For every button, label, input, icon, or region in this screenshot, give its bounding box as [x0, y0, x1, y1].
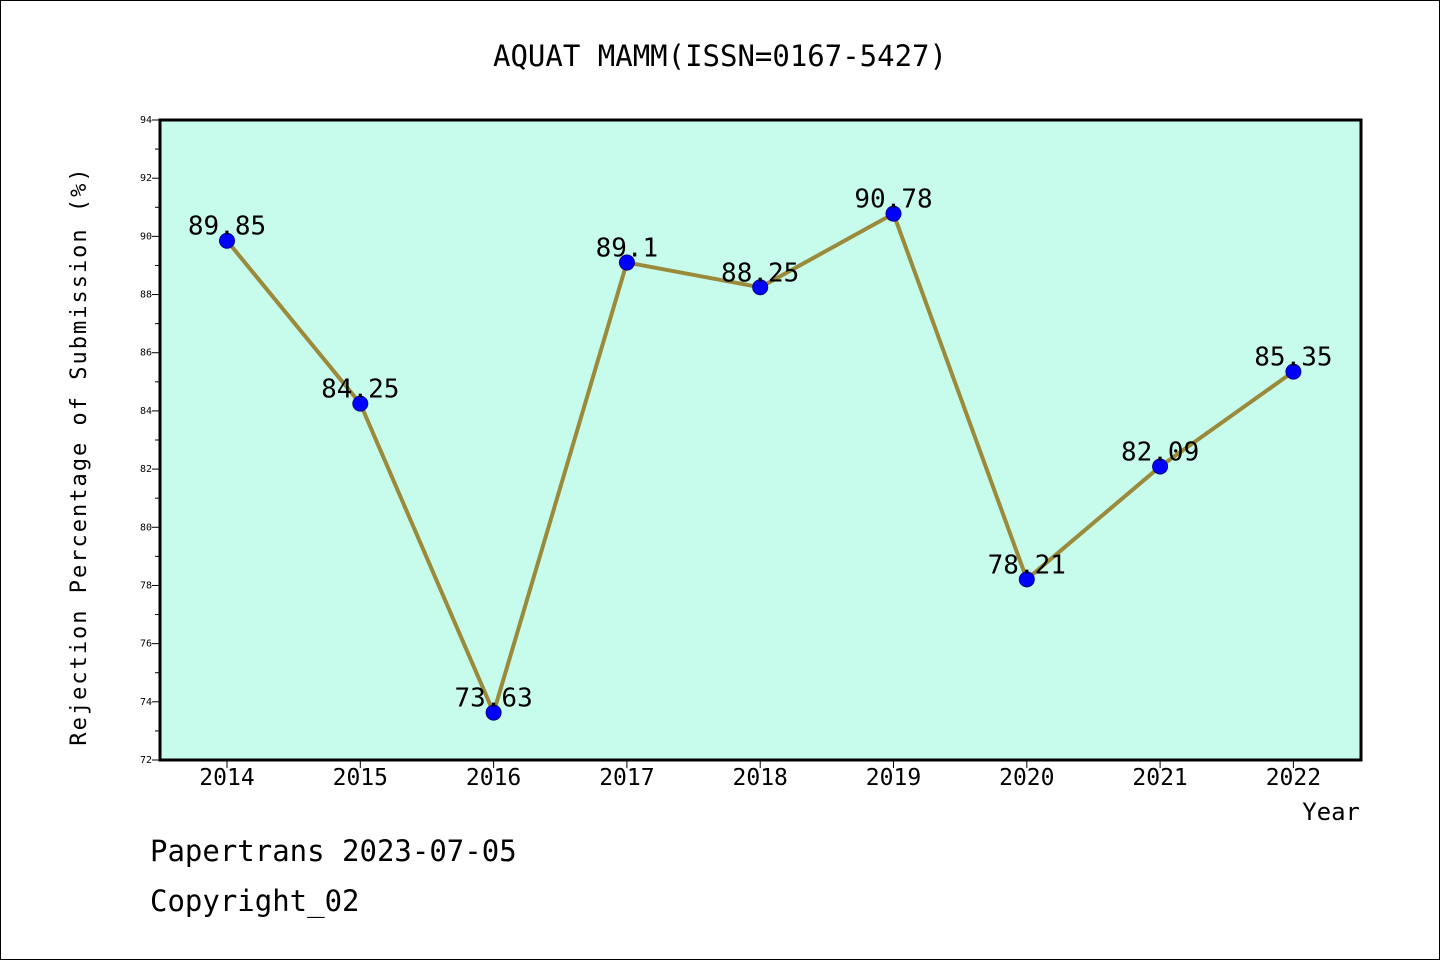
- y-tick-label: 76: [140, 639, 152, 650]
- data-point-marker: [885, 205, 902, 222]
- x-axis-ticks: 2014 2015 2016 2017 2018 2019 2020 2021 2022: [199, 760, 1321, 791]
- data-label: 73.63: [454, 684, 532, 714]
- data-labels: 89.85 84.25 73.63 89.1 88.25 90.78 78.21 82.09 8…: [188, 185, 1333, 714]
- data-point-marker: [618, 254, 635, 271]
- x-tick-label: 2016: [466, 765, 521, 791]
- y-tick-label: 90: [140, 231, 152, 242]
- footer-date-text: Papertrans 2023-07-05: [150, 834, 517, 868]
- series-markers: [219, 205, 1302, 721]
- x-axis-label: Year: [1302, 798, 1360, 826]
- x-tick-label: 2020: [999, 765, 1054, 791]
- footer-copyright-text: Copyright_02: [150, 884, 360, 918]
- x-tick-label: 2017: [599, 765, 654, 791]
- chart-title: AQUAT MAMM(ISSN=0167-5427): [493, 39, 947, 73]
- data-point-marker: [752, 279, 769, 296]
- data-point-marker: [1152, 458, 1169, 475]
- y-tick-label: 82: [140, 464, 152, 475]
- data-label: 90.78: [854, 185, 932, 215]
- data-label: 89.1: [596, 234, 659, 264]
- y-axis-ticks: 72 74 76 78 80 82 84 86 88 90 92 94: [140, 115, 160, 766]
- y-tick-label: 80: [140, 522, 152, 533]
- y-tick-label: 84: [140, 406, 152, 417]
- data-point-marker: [1018, 571, 1035, 588]
- y-tick-label: 74: [140, 697, 152, 708]
- y-tick-label: 72: [140, 755, 152, 766]
- data-label: 85.35: [1254, 343, 1332, 373]
- plot-area: [160, 120, 1361, 760]
- x-tick-label: 2021: [1132, 765, 1187, 791]
- data-point-marker: [352, 395, 369, 412]
- data-point-marker: [219, 232, 235, 249]
- data-label: 88.25: [721, 258, 799, 288]
- x-tick-label: 2019: [866, 765, 921, 791]
- x-tick-label: 2014: [199, 765, 254, 791]
- data-label: 84.25: [321, 375, 399, 405]
- data-label: 78.21: [988, 550, 1066, 580]
- data-label: 89.85: [188, 212, 266, 242]
- x-tick-label: 2022: [1266, 765, 1321, 791]
- data-point-marker: [485, 704, 502, 721]
- x-tick-label: 2015: [333, 765, 388, 791]
- y-tick-label: 88: [140, 290, 152, 301]
- y-tick-label: 94: [140, 115, 152, 126]
- y-tick-label: 92: [140, 173, 152, 184]
- x-tick-label: 2018: [733, 765, 788, 791]
- y-tick-label: 86: [140, 348, 152, 359]
- y-tick-label: 78: [140, 580, 152, 591]
- data-label: 82.09: [1121, 437, 1199, 467]
- plot-border: [158, 118, 1363, 762]
- data-point-marker: [1285, 363, 1302, 380]
- y-axis-label: Rejection Percentage of Submission (%): [67, 166, 92, 745]
